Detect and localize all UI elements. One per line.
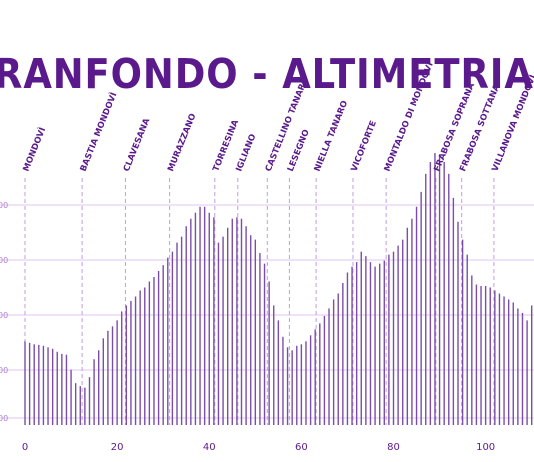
waypoint-guides: [24, 178, 495, 425]
elevation-bars: [24, 152, 533, 425]
chart-title: RANFONDO - ALTIMETRIA: [0, 50, 534, 98]
y-tick-label: 00: [0, 414, 8, 423]
y-tick-label: 00: [0, 201, 8, 210]
waypoint-label: MONDOVÌ: [20, 125, 49, 173]
waypoint-label: CASTELLINO TANARO: [264, 76, 311, 173]
y-tick-label: 00: [0, 366, 8, 375]
waypoint-label: LESEGNO: [286, 128, 312, 173]
x-tick-label: 20: [111, 442, 124, 453]
x-tick-label: 80: [387, 442, 400, 453]
waypoint-label: CLAVESANA: [122, 117, 153, 173]
y-tick-label: 00: [0, 311, 8, 320]
waypoint-label: VICOFORTE: [349, 119, 379, 173]
x-tick-label: 40: [203, 442, 216, 453]
x-tick-label: 60: [295, 442, 308, 453]
x-tick-label: 0: [22, 442, 28, 453]
waypoint-label: IGLIANO: [234, 133, 258, 174]
y-tick-label: 00: [0, 256, 8, 265]
waypoint-label: MURAZZANO: [166, 112, 198, 173]
waypoint-label: MONTALDO DI MONDOVÌ: [381, 60, 436, 173]
waypoint-label: BASTIA MONDOVÌ: [77, 90, 120, 173]
x-tick-label: 100: [476, 442, 495, 453]
waypoint-labels: MONDOVÌ BASTIA MONDOVÌ CLAVESANA MURAZZANO T…: [20, 60, 534, 173]
waypoint-label: NIELLA TANARO: [313, 99, 351, 173]
